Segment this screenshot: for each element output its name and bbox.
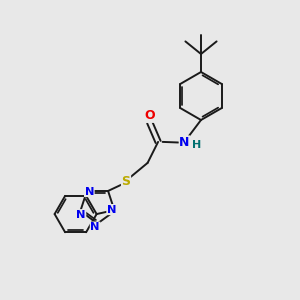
Text: H: H	[193, 140, 202, 150]
Text: N: N	[76, 210, 86, 220]
Text: S: S	[122, 175, 130, 188]
Text: N: N	[85, 187, 94, 196]
Text: N: N	[90, 222, 100, 232]
Text: N: N	[179, 136, 190, 149]
Text: O: O	[144, 109, 155, 122]
Text: N: N	[107, 205, 116, 214]
